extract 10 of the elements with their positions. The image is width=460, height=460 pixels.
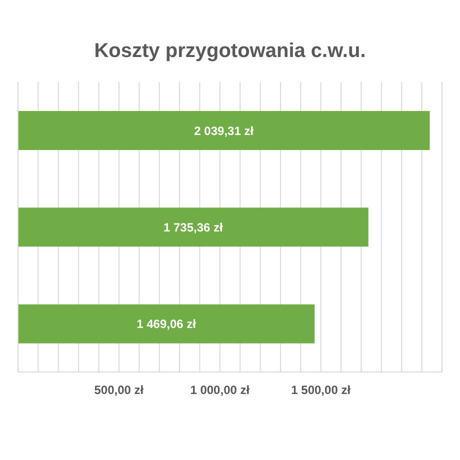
- data-label: 1 469,06 zł: [136, 317, 197, 332]
- x-tick-label: 500,00 zł: [94, 383, 144, 397]
- x-tick-label: 1 000,00 zł: [190, 383, 250, 397]
- bar: [18, 304, 315, 344]
- chart-title: Koszty przygotowania c.w.u.: [93, 40, 367, 63]
- x-tick-label: 1 500,00 zł: [291, 383, 352, 397]
- data-label: 1 735,36 zł: [163, 220, 224, 234]
- bar: [18, 111, 430, 150]
- data-label: 2 039,31 zł: [194, 124, 254, 138]
- bar: [18, 208, 368, 247]
